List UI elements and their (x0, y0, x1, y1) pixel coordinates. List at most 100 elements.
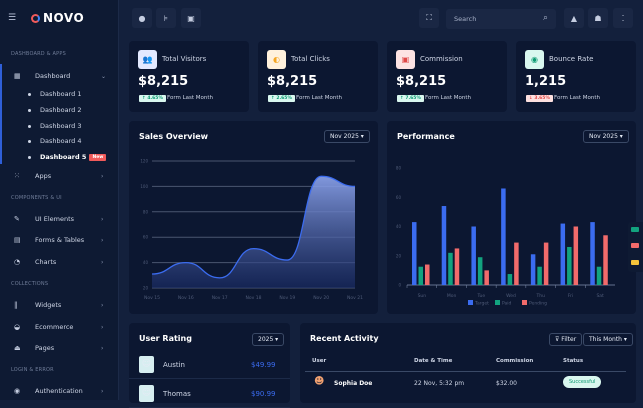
sidebar-item-apps[interactable]: ⁙Apps› (0, 169, 119, 183)
sidebar-item-charts[interactable]: ◔Charts› (0, 255, 119, 269)
filter-button[interactable]: ⊽ Filter (549, 333, 582, 346)
logo: ☰ NOVO (8, 11, 84, 25)
label: Widgets (35, 301, 61, 309)
stat-note: Form Last Month (554, 95, 600, 101)
users-icon: 👥 (138, 50, 157, 69)
stat-title: Commission (420, 55, 463, 63)
mouse-icon: ◐ (267, 50, 286, 69)
wallet-icon[interactable] (631, 260, 639, 265)
chevron-right-icon: › (101, 237, 103, 244)
menu-toggle-icon[interactable]: ☰ (8, 13, 17, 23)
sidebar: ☰ NOVO DASHBOARD & APPS ▦Dashboard⌄ Dash… (0, 0, 119, 400)
card-title: Recent Activity (310, 334, 379, 343)
period-dropdown[interactable]: Nov 2025 ▾ (583, 130, 629, 143)
avatar: ☺ (139, 385, 154, 402)
sales-overview-card: Sales Overview Nov 2025 ▾ (129, 121, 378, 314)
timeline-button[interactable]: ⊧ (156, 8, 176, 28)
sidebar-item-widgets[interactable]: ‖ Widgets › (0, 298, 119, 312)
brand-name: NOVO (43, 11, 84, 25)
sidebar-item-dashboard[interactable]: ▦Dashboard⌄ (0, 69, 119, 83)
settings-button[interactable]: ⁚ (613, 8, 633, 28)
chevron-right-icon: › (101, 216, 103, 223)
profile-button[interactable]: ☗ (588, 8, 608, 28)
pages-icon: ⏏ (14, 344, 21, 352)
bell-icon: ▲ (571, 14, 577, 23)
stat-title: Total Clicks (291, 55, 330, 63)
search-input[interactable]: Search ⌕ (446, 9, 556, 29)
sidebar-item-dashboard-3[interactable]: Dashboard 3 (28, 122, 81, 130)
lock-icon: ◉ (14, 387, 20, 395)
stat-note: Form Last Month (167, 95, 213, 101)
money-icon: ▣ (396, 50, 415, 69)
section-label: DASHBOARD & APPS (11, 51, 66, 57)
year-dropdown[interactable]: 2025 ▾ (252, 333, 284, 346)
section-label: COMPONENTS & UI (11, 195, 62, 201)
sidebar-item-dashboard-1[interactable]: Dashboard 1 (28, 90, 81, 98)
topbar: ● ⊧ ▣ ⛶ Search ⌕ ▲ ☗ ⁚ (119, 0, 643, 40)
change-badge: ↓ 3.65% (526, 95, 553, 102)
money-icon[interactable] (631, 227, 639, 232)
change-badge: ↑ 4.65% (139, 95, 166, 102)
commission: $32.00 (496, 380, 517, 387)
search-placeholder: Search (454, 15, 476, 23)
list-item: ☺Thomas$90.99 (129, 382, 290, 408)
stat-title: Total Visitors (162, 55, 206, 63)
sidebar-item-forms-tables[interactable]: ▤Forms & Tables› (0, 233, 119, 247)
widgets-icon: ‖ (14, 301, 18, 309)
brand[interactable]: NOVO (31, 11, 84, 25)
period-dropdown[interactable]: This Month ▾ (583, 333, 633, 346)
chat-icon: ● (139, 14, 146, 23)
label: Pages (35, 344, 54, 352)
label: Charts (35, 258, 56, 266)
chevron-right-icon: › (101, 302, 103, 309)
stat-value: $8,215 (138, 74, 188, 89)
change-badge: ↑ 2.65% (268, 95, 295, 102)
sidebar-item-ecommerce[interactable]: ◒Ecommerce› (0, 320, 119, 334)
section-label: COLLECTIONS (11, 281, 48, 287)
stat-note: Form Last Month (425, 95, 471, 101)
settings-icon: ⁚ (622, 14, 625, 23)
label: Authentication (35, 387, 83, 395)
label: Dashboard 4 (40, 137, 81, 145)
user-name: Sophia Doe (334, 380, 372, 387)
stat-title: Bounce Rate (549, 55, 593, 63)
apps-icon: ⁙ (14, 172, 20, 180)
label: Ecommerce (35, 323, 73, 331)
sidebar-item-dashboard-2[interactable]: Dashboard 2 (28, 106, 81, 114)
chevron-down-icon: ⌄ (101, 73, 106, 80)
timeline-icon: ⊧ (164, 14, 168, 23)
column-header: Status (563, 358, 583, 364)
search-icon[interactable]: ⌕ (543, 13, 548, 23)
stat-value: $8,215 (396, 74, 446, 89)
chevron-right-icon: › (101, 345, 103, 352)
notifications-button[interactable]: ▲ (564, 8, 584, 28)
user-value: $49.99 (251, 361, 276, 369)
divider (305, 371, 626, 372)
change-badge: ↑ 7.65% (397, 95, 424, 102)
stat-card: ◉ Bounce Rate 1,215 ↓ 3.65% Form Last Mo… (516, 41, 636, 112)
image-icon[interactable] (631, 243, 639, 248)
card-title: User Rating (139, 334, 192, 343)
chevron-right-icon: › (101, 259, 103, 266)
sidebar-item-pages[interactable]: ⏏ Pages › (0, 341, 119, 355)
performance-card: Performance Nov 2025 ▾ (387, 121, 636, 314)
fullscreen-button[interactable]: ⛶ (419, 8, 439, 28)
sidebar-item-dashboard-4[interactable]: Dashboard 4 (28, 137, 81, 145)
stat-card: ◐ Total Clicks $8,215 ↑ 2.65% Form Last … (258, 41, 378, 112)
chat-button[interactable]: ● (132, 8, 152, 28)
label: Dashboard 3 (40, 122, 81, 130)
label: UI Elements (35, 215, 74, 223)
sidebar-item-authentication[interactable]: ◉Authentication› (0, 384, 119, 398)
stat-note: Form Last Month (296, 95, 342, 101)
column-header: Commission (496, 358, 533, 364)
user-icon: ☗ (594, 14, 601, 23)
stat-card: ▣ Commission $8,215 ↑ 7.65% Form Last Mo… (387, 41, 507, 112)
period-dropdown[interactable]: Nov 2025 ▾ (324, 130, 370, 143)
fullscreen-icon: ⛶ (426, 13, 432, 23)
avatar: ☺ (139, 356, 154, 373)
label: Dashboard 5 (40, 153, 86, 161)
sidebar-item-ui-elements[interactable]: ✎UI Elements› (0, 212, 119, 226)
stat-value: 1,215 (525, 74, 566, 89)
clipboard-button[interactable]: ▣ (181, 8, 201, 28)
